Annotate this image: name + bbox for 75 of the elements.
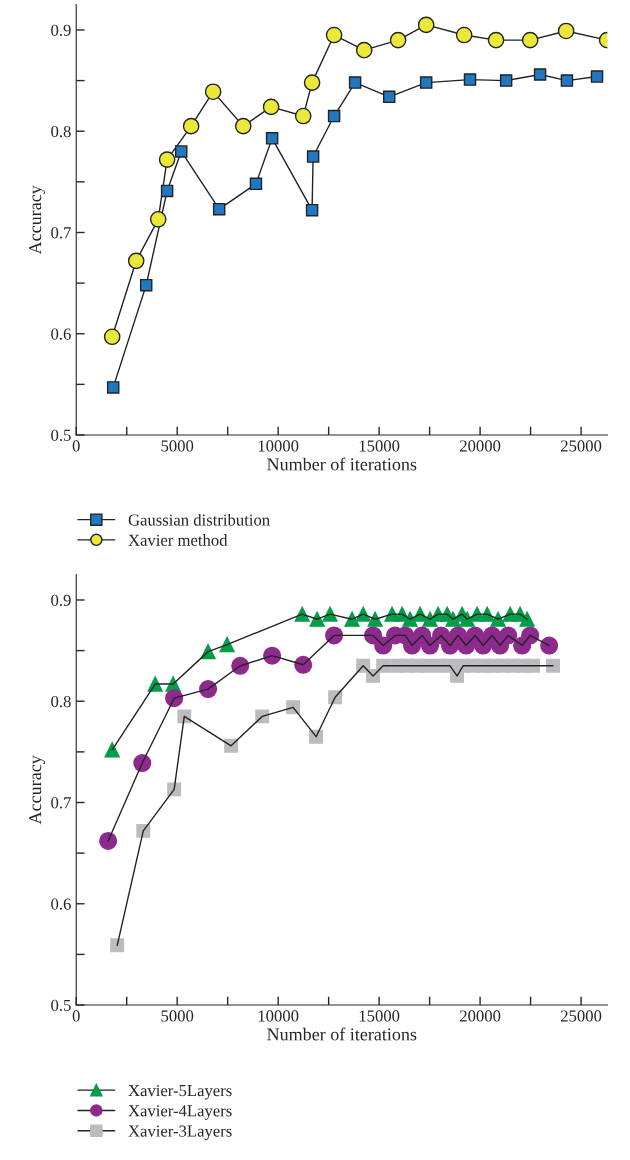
x-tick-label: 5000 xyxy=(161,1010,194,1022)
point xyxy=(160,184,174,198)
point xyxy=(294,107,312,125)
point xyxy=(546,658,560,673)
point xyxy=(303,74,321,91)
point xyxy=(234,117,252,135)
point xyxy=(106,381,120,394)
point xyxy=(499,74,513,87)
point xyxy=(103,328,121,346)
y-tick-label: 0.5 xyxy=(51,429,71,442)
legend-label: Xavier method xyxy=(128,534,228,546)
point xyxy=(348,76,362,89)
x-axis-title: Number of iterations xyxy=(267,457,417,471)
point xyxy=(463,73,477,86)
point xyxy=(110,938,125,953)
x-tick-label: 15000 xyxy=(359,440,400,452)
x-tick-label: 25000 xyxy=(560,440,602,452)
y-tick-label: 0.9 xyxy=(51,594,71,606)
point xyxy=(355,41,373,59)
y-tick-label: 0.8 xyxy=(51,125,71,138)
x-tick-label: 25000 xyxy=(560,1010,602,1022)
point xyxy=(262,98,280,116)
point xyxy=(249,177,263,191)
point xyxy=(519,611,535,627)
point xyxy=(455,26,473,44)
y-axis-title: Accuracy xyxy=(29,185,45,255)
x-tick-label: 0 xyxy=(72,440,80,452)
y-tick-label: 0.9 xyxy=(51,24,71,36)
y-axis-title: Accuracy xyxy=(29,755,45,825)
legend-label: Gaussian distribution xyxy=(128,513,270,526)
point xyxy=(540,636,559,655)
y-tick-label: 0.5 xyxy=(51,999,71,1012)
y-tick-label: 0.8 xyxy=(51,695,71,708)
point xyxy=(158,151,176,168)
x-tick-label: 10000 xyxy=(258,440,299,452)
x-tick-label: 20000 xyxy=(460,440,501,452)
point xyxy=(99,831,118,851)
point xyxy=(212,202,226,216)
point xyxy=(306,150,320,163)
point xyxy=(590,70,604,83)
y-tick-label: 0.7 xyxy=(51,227,71,239)
point xyxy=(309,611,325,627)
point xyxy=(325,626,344,645)
point xyxy=(389,31,407,49)
point xyxy=(419,76,433,89)
point xyxy=(526,658,540,673)
y-tick-label: 0.7 xyxy=(51,797,71,809)
x-tick-label: 15000 xyxy=(359,1010,400,1022)
point xyxy=(149,210,167,228)
point xyxy=(305,203,319,217)
point xyxy=(417,16,435,34)
point xyxy=(382,90,396,104)
point xyxy=(127,252,145,270)
y-tick-label: 0.6 xyxy=(51,328,71,340)
x-axis-title: Number of iterations xyxy=(267,1027,417,1041)
y-tick-label: 0.6 xyxy=(51,898,71,910)
x-tick-label: 20000 xyxy=(460,1010,501,1022)
point xyxy=(327,109,341,123)
x-tick-label: 0 xyxy=(72,1010,80,1022)
x-tick-label: 10000 xyxy=(258,1010,299,1022)
point xyxy=(325,26,343,44)
point xyxy=(557,22,575,40)
point xyxy=(139,278,153,292)
legend-label: Xavier-5Layers xyxy=(128,1084,232,1100)
point xyxy=(487,31,505,49)
point xyxy=(182,117,200,135)
point xyxy=(265,132,279,145)
point xyxy=(521,31,539,49)
legend-label: Xavier-4Layers xyxy=(128,1105,232,1120)
point xyxy=(174,145,188,158)
point xyxy=(533,68,547,81)
legend-label: Xavier-3Layers xyxy=(128,1125,232,1141)
point xyxy=(204,83,222,101)
x-tick-label: 5000 xyxy=(161,440,194,452)
point xyxy=(560,74,574,87)
